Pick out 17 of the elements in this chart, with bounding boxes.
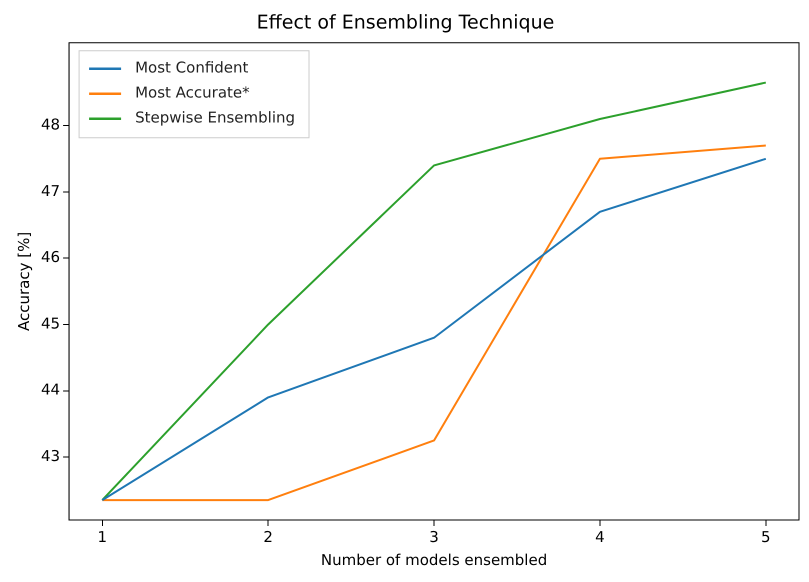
legend-label: Most Accurate* bbox=[135, 84, 250, 102]
y-axis-title: Accuracy [%] bbox=[14, 232, 33, 332]
x-axis-title: Number of models ensembled bbox=[320, 550, 548, 569]
y-tick-label: 45 bbox=[40, 314, 60, 332]
x-tick-label: 1 bbox=[97, 528, 108, 546]
legend-label: Stepwise Ensembling bbox=[135, 108, 296, 127]
x-tick-label: 3 bbox=[429, 528, 439, 546]
y-tick-label: 44 bbox=[40, 380, 60, 399]
y-tick-label: 47 bbox=[40, 182, 60, 200]
x-tick-label: 2 bbox=[263, 528, 273, 546]
legend-label: Most Confident bbox=[135, 58, 249, 77]
y-tick-label: 43 bbox=[40, 446, 60, 465]
x-tick-label: 4 bbox=[595, 528, 605, 546]
chart-title: Effect of Ensembling Technique bbox=[256, 11, 554, 34]
y-tick-label: 48 bbox=[40, 116, 60, 134]
y-tick-label: 46 bbox=[40, 248, 60, 266]
x-tick-label: 5 bbox=[761, 528, 771, 546]
